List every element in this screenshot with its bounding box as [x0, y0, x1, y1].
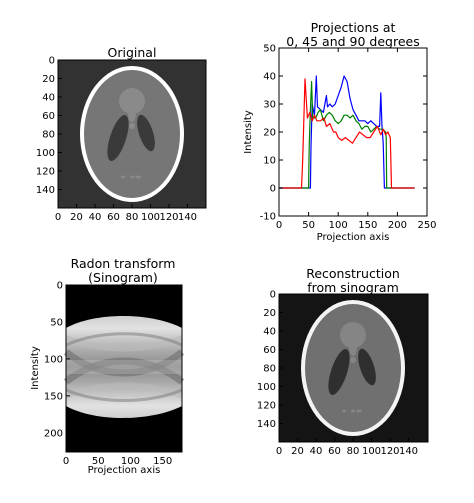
- projections-ytick-label: 20: [263, 128, 276, 139]
- reconstruction-ytick-label: 140: [257, 419, 276, 430]
- reconstruction-ytick-label: 120: [257, 401, 276, 412]
- reconstruction-xtick-label: 140: [399, 446, 418, 457]
- original-xtick-label: 0: [55, 212, 61, 223]
- original-xtick-label: 140: [178, 212, 197, 223]
- original-xtick-label: 20: [70, 212, 83, 223]
- reconstruction-title-line2: from sinogram: [307, 280, 399, 295]
- projections-ytick-label: 0: [270, 184, 276, 195]
- original-ytick-label: 140: [36, 185, 55, 196]
- sinogram-y-ticks: 0 50 100 150 200: [44, 281, 70, 439]
- sinogram-xtick-label: 100: [121, 456, 140, 467]
- projections-xtick-label: 100: [329, 220, 348, 231]
- sinogram-xtick-label: 50: [92, 456, 105, 467]
- projections-plot-area: [278, 47, 428, 217]
- original-ytick-label: 40: [42, 93, 55, 104]
- reconstruction-title-line1: Reconstruction: [306, 266, 400, 281]
- reconstruction-panel: Reconstruction from sinogram 02040608010…: [257, 266, 429, 457]
- reconstruction-ytick-label: 0: [270, 290, 276, 301]
- sinogram-ytick-label: 100: [44, 354, 63, 365]
- projection-lines: [279, 75, 415, 189]
- original-xtick-label: 40: [89, 212, 102, 223]
- projections-ytick-label: 30: [263, 100, 276, 111]
- reconstruction-ytick-label: 40: [263, 327, 276, 338]
- original-xtick-label: 80: [126, 212, 139, 223]
- reconstruction-xtick-label: 100: [362, 446, 381, 457]
- original-xtick-label: 100: [141, 212, 160, 223]
- original-title: Original: [108, 45, 157, 60]
- projection-series-2: [279, 78, 415, 189]
- projections-ytick-label: 50: [263, 44, 276, 55]
- sinogram-title-line1: Radon transform: [71, 256, 176, 271]
- reconstruction-ytick-label: 100: [257, 382, 276, 393]
- projections-ytick-label: -10: [260, 212, 276, 223]
- sinogram-title-line2: (Sinogram): [88, 270, 158, 285]
- sinogram-ylabel: Intensity: [30, 346, 41, 390]
- original-xtick-label: 60: [107, 212, 120, 223]
- projections-xtick-label: 200: [388, 220, 407, 231]
- sinogram-image: [63, 316, 185, 418]
- projections-x-ticks: 0 50 100 150 200 250: [276, 48, 437, 231]
- sinogram-panel: Radon transform (Sinogram) 050100150200 …: [30, 256, 185, 476]
- sinogram-ytick-label: 150: [44, 391, 63, 402]
- sinogram-ytick-label: 0: [57, 281, 63, 292]
- reconstruction-xtick-label: 0: [276, 446, 282, 457]
- projections-ytick-label: 40: [263, 72, 276, 83]
- projections-title-line1: Projections at: [311, 20, 396, 35]
- original-ytick-label: 80: [42, 130, 55, 141]
- sinogram-ytick-label: 50: [50, 317, 63, 328]
- projections-xtick-label: 50: [302, 220, 315, 231]
- original-x-ticks: 0 20 40 60 80 100 120 140: [55, 204, 197, 223]
- reconstruction-xtick-label: 80: [347, 446, 360, 457]
- sinogram-xtick-label: 150: [153, 456, 172, 467]
- original-ytick-label: 100: [36, 148, 55, 159]
- sinogram-ytick-label: 200: [44, 428, 63, 439]
- reconstruction-xtick-label: 20: [291, 446, 304, 457]
- original-xtick-label: 120: [159, 212, 178, 223]
- projections-xtick-label: 150: [358, 220, 377, 231]
- reconstruction-xtick-label: 120: [380, 446, 399, 457]
- projections-y-ticks: -10 0 10 20 30 40 50: [260, 44, 427, 223]
- reconstruction-xtick-label: 40: [310, 446, 323, 457]
- projections-ytick-label: 10: [263, 156, 276, 167]
- projections-xlabel: Projection axis: [317, 232, 390, 243]
- sinogram-x-ticks: 0 50 100 150: [63, 448, 172, 467]
- original-ytick-label: 60: [42, 111, 55, 122]
- reconstruction-ytick-label: 80: [263, 364, 276, 375]
- reconstruction-xtick-label: 60: [328, 446, 341, 457]
- phantom-original: [80, 66, 184, 202]
- projections-xtick-label: 0: [276, 220, 282, 231]
- projections-xtick-label: 250: [417, 220, 436, 231]
- sinogram-xlabel: Projection axis: [88, 465, 161, 476]
- reconstruction-y-ticks: 0 20 40 60 80 100 120 140: [257, 290, 283, 430]
- phantom-reconstruction: [301, 300, 405, 436]
- projections-title-line2: 0, 45 and 90 degrees: [286, 34, 419, 49]
- reconstruction-ytick-label: 20: [263, 308, 276, 319]
- sinogram-xtick-label: 0: [63, 456, 69, 467]
- reconstruction-ytick-label: 60: [263, 345, 276, 356]
- original-ytick-label: 120: [36, 167, 55, 178]
- projections-ylabel: Intensity: [243, 110, 254, 154]
- projections-panel: Projections at 0, 45 and 90 degrees -100…: [243, 20, 437, 243]
- original-ytick-label: 0: [49, 56, 55, 67]
- original-y-ticks: 0 20 40 60 80 100 120 140: [36, 56, 62, 196]
- original-ytick-label: 20: [42, 74, 55, 85]
- reconstruction-x-ticks: 0 20 40 60 80 100 120 140: [276, 438, 418, 457]
